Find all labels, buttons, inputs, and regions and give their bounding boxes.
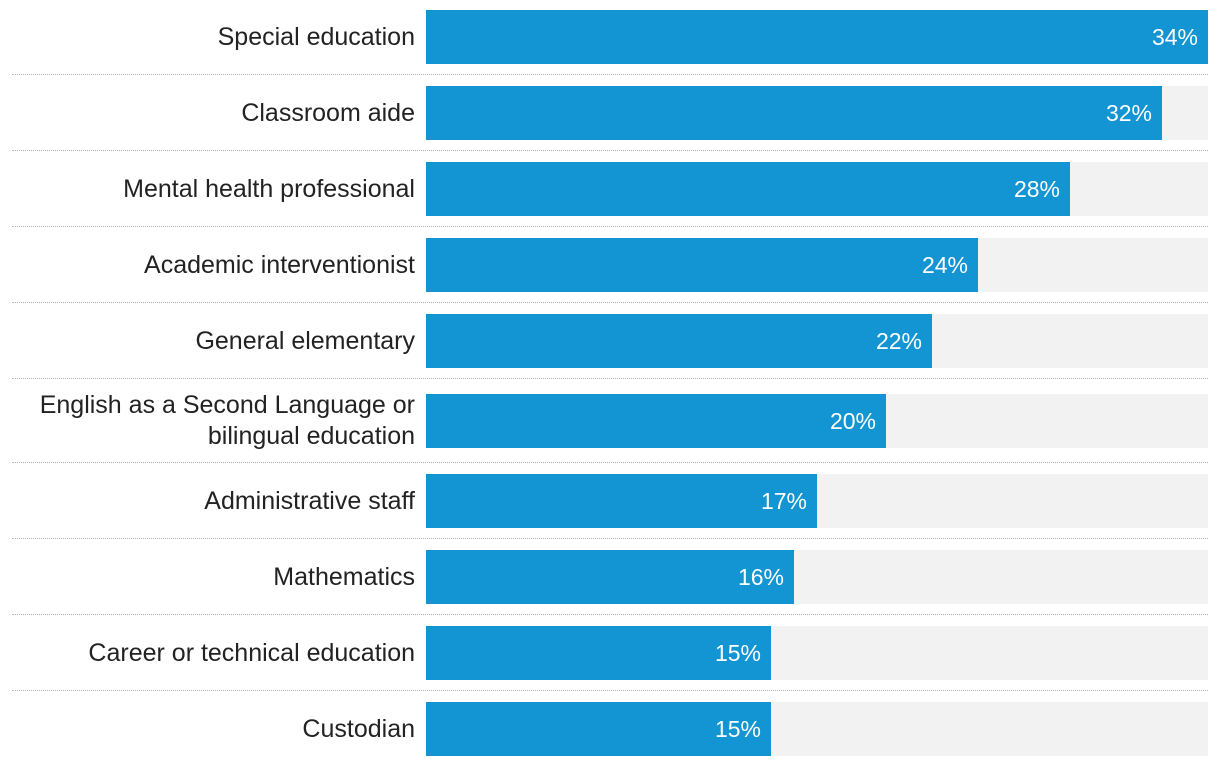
bar-track: 16%	[426, 550, 1208, 604]
row-divider	[12, 378, 1208, 379]
bar: 32%	[426, 86, 1162, 140]
bar-row: General elementary 22%	[0, 314, 1220, 368]
bar-value-label: 24%	[921, 251, 968, 278]
bar-row: Mental health professional 28%	[0, 162, 1220, 216]
bar-track: 20%	[426, 394, 1208, 448]
bar: 16%	[426, 550, 794, 604]
category-label: Mental health professional	[123, 174, 415, 203]
bar-row: Mathematics 16%	[0, 550, 1220, 604]
bar: 15%	[426, 702, 771, 756]
category-label: Career or technical education	[88, 638, 415, 667]
category-label: English as a Second Language or bilingua…	[39, 391, 415, 450]
category-label: Mathematics	[273, 562, 415, 591]
bar-row: Classroom aide 32%	[0, 86, 1220, 140]
bar: 20%	[426, 394, 886, 448]
bar: 15%	[426, 626, 771, 680]
bar-track: 28%	[426, 162, 1208, 216]
row-divider	[12, 74, 1208, 75]
bar-track: 34%	[426, 10, 1208, 64]
bar: 34%	[426, 10, 1208, 64]
row-divider	[12, 538, 1208, 539]
bar-value-label: 17%	[760, 487, 807, 514]
bar-row: Academic interventionist 24%	[0, 238, 1220, 292]
category-label: Administrative staff	[204, 486, 415, 515]
bar-track: 24%	[426, 238, 1208, 292]
row-divider	[12, 302, 1208, 303]
category-label: Custodian	[302, 714, 415, 743]
bar: 24%	[426, 238, 978, 292]
bar-row: Career or technical education 15%	[0, 626, 1220, 680]
bar-track: 32%	[426, 86, 1208, 140]
bar-track: 15%	[426, 702, 1208, 756]
row-divider	[12, 462, 1208, 463]
bar-value-label: 15%	[714, 715, 761, 742]
row-divider	[12, 150, 1208, 151]
category-label: Classroom aide	[241, 98, 415, 127]
bar-value-label: 15%	[714, 639, 761, 666]
bar: 28%	[426, 162, 1070, 216]
bar-track: 17%	[426, 474, 1208, 528]
row-divider	[12, 690, 1208, 691]
bar-value-label: 16%	[737, 563, 784, 590]
category-label: Academic interventionist	[144, 250, 415, 279]
bar-value-label: 32%	[1105, 99, 1152, 126]
bar-row: Administrative staff 17%	[0, 474, 1220, 528]
row-divider	[12, 614, 1208, 615]
bar-row: Special education 34%	[0, 10, 1220, 64]
bar: 17%	[426, 474, 817, 528]
bar-row: Custodian 15%	[0, 702, 1220, 756]
bar-value-label: 22%	[875, 327, 922, 354]
bar-value-label: 28%	[1013, 175, 1060, 202]
row-divider	[12, 226, 1208, 227]
category-label: Special education	[217, 22, 415, 51]
bar: 22%	[426, 314, 932, 368]
bar-row: English as a Second Language or bilingua…	[0, 391, 1220, 450]
bar-track: 22%	[426, 314, 1208, 368]
category-label: General elementary	[195, 326, 415, 355]
bar-value-label: 20%	[829, 407, 876, 434]
bar-track: 15%	[426, 626, 1208, 680]
bar-value-label: 34%	[1151, 23, 1198, 50]
